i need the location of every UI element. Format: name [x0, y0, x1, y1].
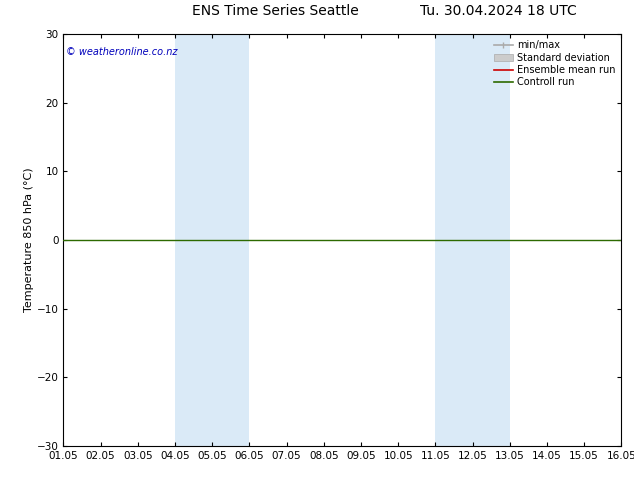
Text: © weatheronline.co.nz: © weatheronline.co.nz [66, 47, 178, 57]
Bar [436, 34, 510, 446]
Y-axis label: Temperature 850 hPa (°C): Temperature 850 hPa (°C) [24, 168, 34, 313]
Legend: min/max, Standard deviation, Ensemble mean run, Controll run: min/max, Standard deviation, Ensemble me… [489, 36, 619, 91]
Bar [175, 34, 249, 446]
Text: Tu. 30.04.2024 18 UTC: Tu. 30.04.2024 18 UTC [420, 4, 577, 18]
Text: ENS Time Series Seattle: ENS Time Series Seattle [192, 4, 359, 18]
